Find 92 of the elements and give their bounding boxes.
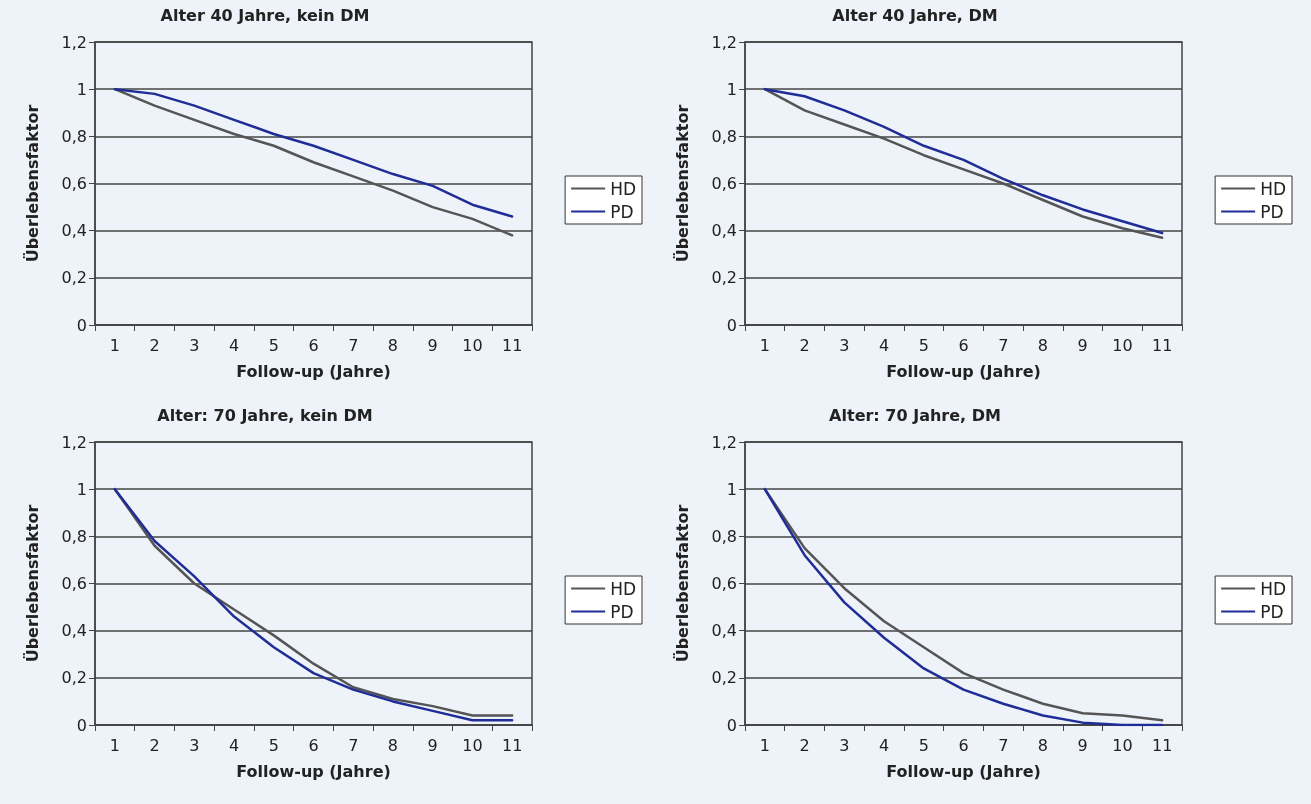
x-tick-label: 9 [1077,735,1088,755]
y-tick-label: 1 [726,479,737,499]
y-tick-label: 0,2 [711,268,737,288]
chart-title: Alter 40 Jahre, kein DM [160,5,370,25]
y-tick-label: 1,2 [61,32,87,52]
legend-label: HD [610,178,636,199]
x-tick-label: 3 [189,735,200,755]
y-tick-label: 1 [76,79,87,99]
x-tick-label: 3 [839,735,850,755]
y-tick-label: 0,2 [711,668,737,688]
y-tick-label: 1 [76,479,87,499]
x-tick-label: 7 [348,335,359,355]
x-tick-label: 6 [308,735,319,755]
x-tick-label: 11 [501,735,523,755]
x-tick-label: 7 [998,735,1009,755]
x-tick-label: 6 [958,735,969,755]
x-tick-label: 5 [268,335,279,355]
y-tick-label: 1,2 [711,432,737,452]
legend-label: PD [1260,201,1284,222]
x-tick-label: 7 [348,735,359,755]
x-tick-label: 5 [268,735,279,755]
y-tick-label: 0,6 [61,574,87,593]
x-tick-label: 11 [501,335,523,355]
x-tick-label: 4 [878,735,890,755]
x-tick-label: 10 [462,335,483,355]
legend-label: HD [1260,178,1286,199]
x-tick-label: 3 [189,335,200,355]
x-tick-label: 1 [109,335,120,355]
x-tick-label: 6 [958,335,969,355]
y-tick-label: 0 [76,315,87,335]
x-tick-label: 4 [878,335,890,355]
y-axis-title: Überlebensfaktor [22,504,42,663]
x-tick-label: 11 [1151,735,1173,755]
legend-label: HD [1260,578,1286,599]
x-tick-label: 9 [1077,335,1088,355]
y-tick-label: 0 [726,315,737,335]
x-tick-label: 2 [799,335,810,355]
y-tick-label: 1,2 [711,32,737,52]
legend-label: HD [610,578,636,599]
x-tick-label: 2 [799,735,810,755]
x-tick-label: 2 [149,735,160,755]
legend-label: PD [610,201,634,222]
x-tick-label: 10 [462,735,483,755]
x-tick-label: 3 [839,335,850,355]
y-tick-label: 0 [726,715,737,735]
y-tick-label: 0,2 [61,668,87,688]
x-tick-label: 1 [759,335,770,355]
y-tick-label: 0,6 [711,174,737,193]
x-tick-label: 6 [308,335,319,355]
legend-label: PD [1260,601,1284,622]
y-axis-title: Überlebensfaktor [672,104,692,263]
chart-title: Alter: 70 Jahre, DM [829,405,1001,425]
y-tick-label: 0,8 [61,126,87,146]
y-tick-label: 0,6 [711,574,737,593]
y-axis-title: Überlebensfaktor [672,504,692,663]
x-axis-title: Follow-up (Jahre) [886,761,1041,781]
y-tick-label: 0,8 [711,526,737,546]
x-axis-title: Follow-up (Jahre) [886,361,1041,381]
y-tick-label: 0 [76,715,87,735]
chart-title: Alter 40 Jahre, DM [832,5,998,25]
y-tick-label: 1,2 [61,432,87,452]
x-tick-label: 4 [228,335,240,355]
x-tick-label: 5 [918,735,929,755]
y-tick-label: 0,4 [61,221,87,241]
x-tick-label: 8 [387,735,399,755]
x-tick-label: 8 [1037,735,1049,755]
x-tick-label: 5 [918,335,929,355]
x-tick-label: 10 [1112,735,1133,755]
x-tick-label: 1 [109,735,120,755]
x-axis-title: Follow-up (Jahre) [236,761,391,781]
x-tick-label: 9 [427,335,438,355]
x-tick-label: 1 [759,735,770,755]
x-axis-title: Follow-up (Jahre) [236,361,391,381]
y-tick-label: 0,6 [61,174,87,193]
x-tick-label: 8 [1037,335,1049,355]
x-tick-label: 2 [149,335,160,355]
x-tick-label: 9 [427,735,438,755]
y-tick-label: 0,8 [711,126,737,146]
y-tick-label: 0,4 [711,621,737,641]
x-tick-label: 7 [998,335,1009,355]
legend-label: PD [610,601,634,622]
x-tick-label: 11 [1151,335,1173,355]
x-tick-label: 8 [387,335,399,355]
y-axis-title: Überlebensfaktor [22,104,42,263]
y-tick-label: 1 [726,79,737,99]
chart-title: Alter: 70 Jahre, kein DM [157,405,373,425]
y-tick-label: 0,4 [61,621,87,641]
x-tick-label: 10 [1112,335,1133,355]
y-tick-label: 0,2 [61,268,87,288]
y-tick-label: 0,8 [61,526,87,546]
y-tick-label: 0,4 [711,221,737,241]
x-tick-label: 4 [228,735,240,755]
